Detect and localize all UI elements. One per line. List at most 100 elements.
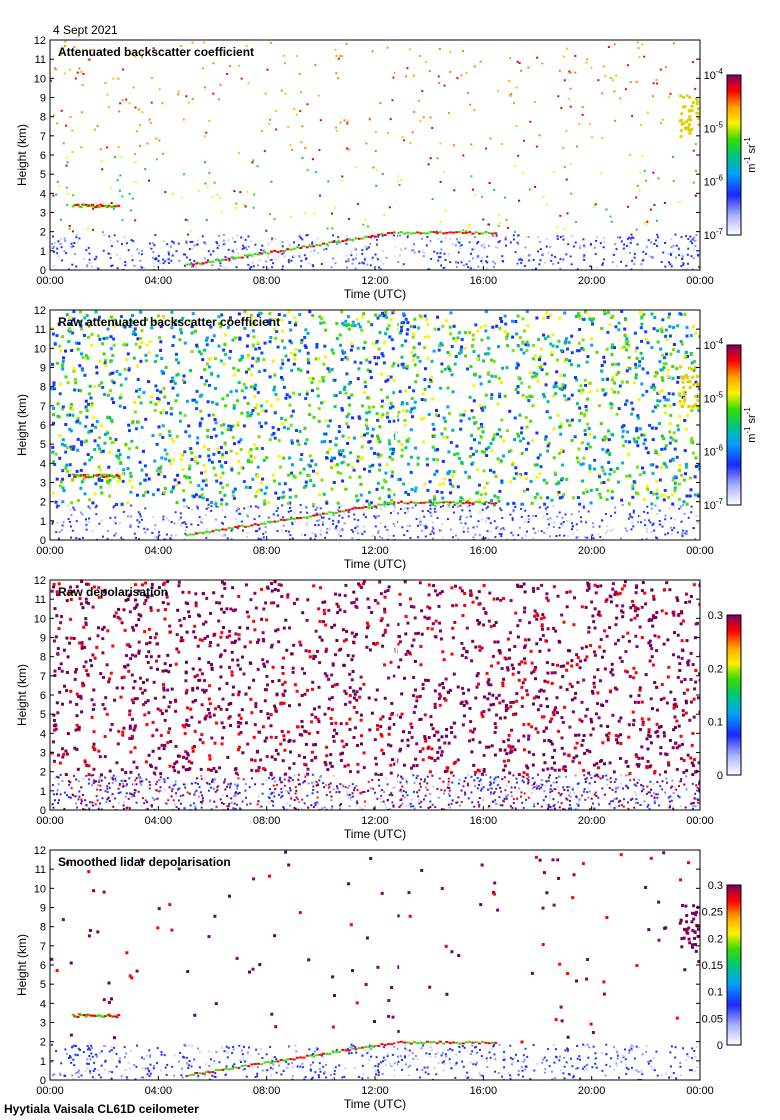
heatmap-pixel	[481, 537, 483, 540]
heatmap-pixel	[199, 352, 203, 356]
heatmap-pixel	[314, 802, 317, 805]
heatmap-pixel	[253, 443, 257, 447]
heatmap-pixel	[116, 267, 119, 270]
heatmap-pixel	[521, 341, 525, 345]
heatmap-pixel	[209, 800, 212, 803]
heatmap-pixel	[182, 489, 185, 493]
heatmap-pixel	[148, 242, 151, 245]
heatmap-pixel	[284, 418, 287, 422]
heatmap-pixel	[104, 364, 108, 368]
colorbar-tick-label: 10-7	[704, 227, 724, 242]
heatmap-pixel	[428, 480, 432, 484]
heatmap-pixel	[195, 407, 199, 411]
heatmap-pixel	[679, 312, 683, 316]
heatmap-pixel	[300, 533, 303, 536]
heatmap-pixel	[518, 526, 521, 529]
heatmap-pixel	[339, 471, 343, 475]
heatmap-pixel	[125, 242, 128, 245]
heatmap-pixel	[317, 94, 320, 97]
heatmap-pixel	[368, 117, 371, 120]
heatmap-pixel	[671, 348, 675, 352]
heatmap-pixel	[175, 352, 178, 356]
heatmap-pixel	[528, 371, 532, 375]
heatmap-pixel	[185, 399, 189, 403]
heatmap-pixel	[56, 414, 60, 418]
heatmap-pixel	[104, 776, 107, 779]
heatmap-pixel	[114, 777, 117, 780]
heatmap-pixel	[673, 518, 676, 521]
heatmap-pixel	[555, 370, 559, 374]
heatmap-pixel	[119, 257, 122, 260]
heatmap-pixel	[52, 381, 56, 385]
heatmap-pixel	[519, 336, 522, 340]
heatmap-pixel	[228, 65, 231, 68]
heatmap-pixel	[403, 139, 406, 142]
heatmap-pixel	[669, 804, 672, 807]
heatmap-pixel	[517, 534, 520, 537]
heatmap-pixel	[232, 373, 236, 377]
heatmap-pixel	[137, 525, 140, 528]
heatmap-pixel	[212, 92, 215, 95]
heatmap-pixel	[473, 805, 476, 808]
heatmap-pixel	[236, 792, 239, 795]
heatmap-pixel	[190, 331, 194, 335]
heatmap-pixel	[259, 312, 263, 315]
heatmap-pixel	[485, 481, 489, 485]
heatmap-pixel	[180, 196, 183, 199]
heatmap-pixel	[166, 517, 169, 520]
heatmap-pixel	[118, 782, 121, 785]
heatmap-pixel	[484, 329, 488, 333]
heatmap-pixel	[636, 444, 640, 448]
cloud-mark	[74, 204, 78, 207]
heatmap-pixel	[535, 431, 539, 435]
heatmap-pixel	[94, 258, 97, 261]
heatmap-pixel	[351, 465, 355, 469]
heatmap-pixel	[627, 517, 630, 520]
heatmap-pixel	[373, 355, 377, 359]
cloud-mark	[112, 476, 116, 479]
heatmap-pixel	[442, 435, 445, 439]
heatmap-pixel	[427, 268, 430, 270]
heatmap-pixel	[312, 789, 315, 791]
heatmap-pixel	[687, 262, 689, 265]
heatmap-pixel	[136, 519, 139, 522]
heatmap-pixel	[412, 389, 416, 393]
heatmap-pixel	[429, 240, 432, 243]
heatmap-pixel	[131, 419, 135, 423]
heatmap-pixel	[439, 386, 443, 390]
heatmap-pixel	[518, 258, 521, 261]
heatmap-pixel	[440, 362, 444, 366]
heatmap-pixel	[478, 534, 481, 537]
heatmap-pixel	[666, 368, 670, 372]
heatmap-pixel	[253, 406, 257, 410]
heatmap-pixel	[538, 355, 542, 359]
heatmap-pixel	[406, 530, 409, 532]
heatmap-pixel	[214, 387, 217, 390]
heatmap-pixel	[682, 478, 686, 482]
heatmap-pixel	[288, 488, 292, 492]
heatmap-pixel	[570, 513, 573, 516]
heatmap-pixel	[272, 473, 275, 477]
heatmap-pixel	[589, 265, 592, 268]
cloud-mark	[71, 205, 75, 208]
heatmap-pixel	[460, 338, 464, 341]
heatmap-pixel	[214, 421, 218, 425]
heatmap-pixel	[321, 807, 324, 810]
heatmap-pixel	[100, 491, 104, 495]
heatmap-pixel	[500, 535, 503, 538]
heatmap-pixel	[641, 538, 644, 540]
heatmap-pixel	[467, 797, 470, 800]
heatmap-pixel	[574, 71, 577, 74]
heatmap-pixel	[671, 437, 675, 441]
heatmap-pixel	[200, 376, 204, 380]
heatmap-pixel	[429, 157, 432, 160]
heatmap-pixel	[474, 421, 478, 424]
heatmap-pixel	[350, 796, 352, 799]
heatmap-pixel	[592, 522, 594, 525]
heatmap-pixel	[256, 165, 259, 168]
heatmap-pixel	[489, 396, 493, 400]
heatmap-pixel	[171, 376, 175, 380]
heatmap-pixel	[137, 775, 140, 778]
heatmap-pixel	[198, 495, 202, 499]
cloud-mark	[696, 399, 700, 402]
